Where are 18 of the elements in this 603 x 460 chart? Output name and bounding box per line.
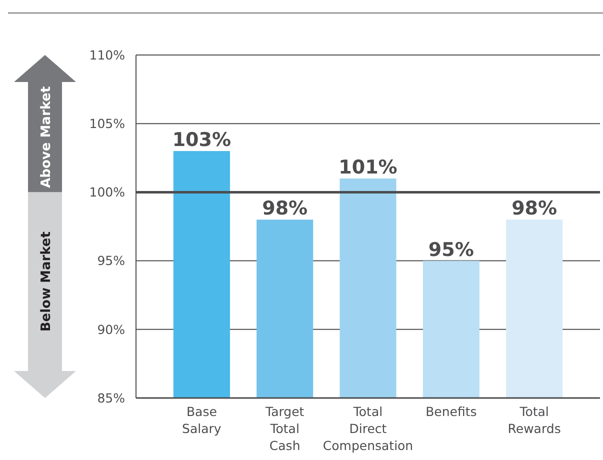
data-label: 95% bbox=[428, 238, 474, 261]
data-label: 101% bbox=[338, 156, 398, 178]
x-tick-label: Target Total Cash bbox=[264, 404, 304, 453]
data-label: 98% bbox=[262, 198, 308, 220]
x-tick-label: Benefits bbox=[426, 404, 477, 419]
y-tick-label: 90% bbox=[97, 322, 126, 337]
x-tick-label: Base Salary bbox=[182, 404, 222, 436]
x-tick-label: Total Direct Compensation bbox=[322, 404, 414, 453]
data-label: 103% bbox=[172, 129, 232, 152]
y-tick-label: 85% bbox=[97, 390, 126, 406]
y-tick-label: 100% bbox=[89, 184, 126, 200]
text: Below Market bbox=[39, 232, 54, 332]
y-tick-label: 105% bbox=[89, 116, 126, 131]
x-tick-label: Total Rewards bbox=[508, 404, 561, 436]
data-label: 98% bbox=[512, 198, 558, 220]
y-tick-label: 95% bbox=[97, 253, 126, 268]
y-tick-label: 110% bbox=[89, 47, 126, 62]
text: Above Market bbox=[39, 86, 54, 188]
